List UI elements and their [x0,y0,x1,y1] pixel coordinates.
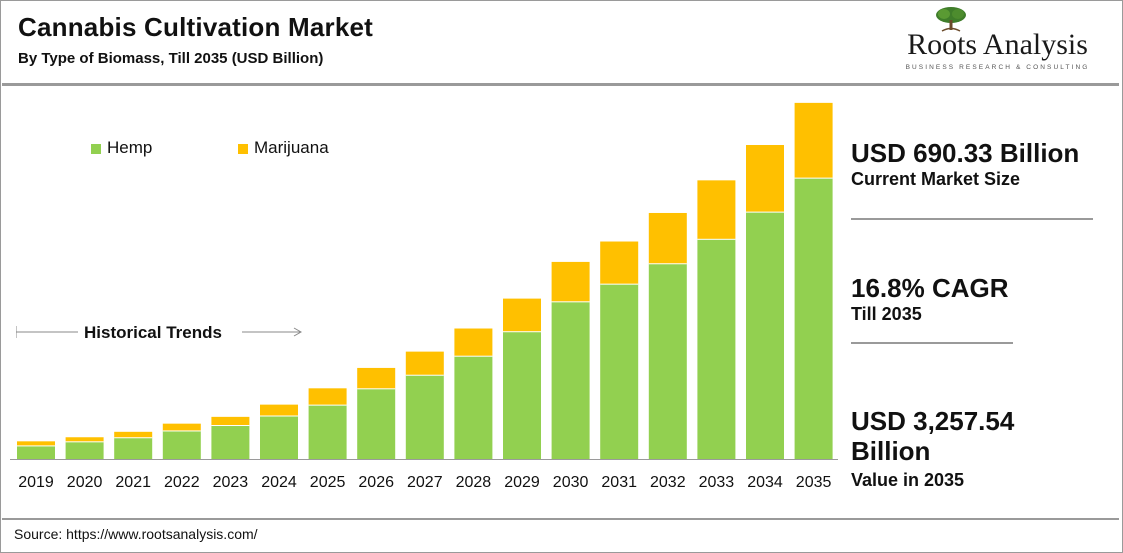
stat-cagr: 16.8% CAGR Till 2035 [851,273,1009,325]
bar-marijuana-2020 [65,437,104,442]
footer-divider [2,518,1119,520]
source-note: Source: https://www.rootsanalysis.com/ [14,526,258,542]
bar-hemp-2026 [357,388,396,459]
x-tick-label: 2022 [164,474,200,491]
bar-hemp-2034 [746,211,784,459]
x-tick-label: 2028 [456,474,492,491]
bar-hemp-2032 [648,263,687,459]
bar-marijuana-2033 [697,180,736,239]
bar-hemp-2033 [697,238,736,459]
legend-label-marijuana: Marijuana [254,138,329,157]
bar-marijuana-2021 [114,431,153,438]
tree-icon [936,7,966,32]
x-tick-label: 2020 [67,474,103,491]
x-tick-label: 2030 [553,474,589,491]
roots-analysis-logo: Roots Analysis BUSINESS RESEARCH & CONSU… [890,4,1105,76]
bar-hemp-2022 [162,430,201,459]
bar-hemp-2029 [503,331,541,459]
x-tick-label: 2031 [601,474,637,491]
bar-hemp-2030 [551,301,590,459]
bar-marijuana-2025 [308,388,347,405]
x-tick-label: 2034 [747,474,783,491]
logo-tagline: BUSINESS RESEARCH & CONSULTING [905,64,1090,71]
historical-trends-label: Historical Trends [84,323,222,342]
bar-marijuana-2031 [600,241,639,284]
stat-label: Current Market Size [851,169,1021,189]
stat-current-market-size: USD 690.33 Billion Current Market Size [851,138,1079,190]
bar-marijuana-2028 [454,328,493,356]
bar-hemp-2028 [454,355,493,459]
page-subtitle: By Type of Biomass, Till 2035 (USD Billi… [18,50,324,67]
x-tick-label: 2026 [358,474,394,491]
stat-value-2035: USD 3,257.54 Billion Value in 2035 [851,406,1051,491]
bar-marijuana-2019 [17,441,55,446]
bar-hemp-2025 [308,404,347,459]
bar-hemp-2019 [17,445,55,459]
bar-hemp-2023 [211,425,250,459]
page-title: Cannabis Cultivation Market [18,12,374,42]
bar-hemp-2020 [65,441,104,459]
historical-trends-arrow [16,326,303,338]
bar-marijuana-2030 [551,261,590,302]
bar-marijuana-2024 [260,404,298,416]
legend-swatch-marijuana [238,144,248,154]
x-tick-label: 2029 [504,474,540,491]
bar-segment-divider [746,210,784,213]
bar-hemp-2027 [405,374,444,459]
x-tick-label: 2033 [699,474,735,491]
x-tick-label: 2024 [261,474,297,491]
bar-marijuana-2032 [648,212,687,264]
stat-label: Value in 2035 [851,470,965,490]
legend-swatch-hemp [91,144,101,154]
stat-divider [851,342,1013,344]
bar-marijuana-2035 [794,102,833,178]
stat-label: Till 2035 [851,304,922,324]
logo-name: Roots Analysis [907,28,1088,61]
x-tick-label: 2027 [407,474,443,491]
bar-hemp-2024 [260,415,298,459]
stacked-bar-chart: 2019 2020 2021 2022 2023 2024 2025 2026 2027 2028… [10,102,838,491]
bar-hemp-2031 [600,283,639,459]
bar-marijuana-2034 [746,145,784,212]
x-tick-label: 2023 [213,474,249,491]
legend-label-hemp: Hemp [107,138,153,157]
bar-marijuana-2029 [503,298,541,332]
bar-marijuana-2026 [357,367,396,389]
bar-marijuana-2023 [211,416,250,426]
x-tick-label: 2032 [650,474,686,491]
stat-value: 16.8% CAGR [851,273,1009,303]
bar-hemp-2035 [794,177,833,459]
x-tick-label: 2019 [18,474,54,491]
stat-value: USD 690.33 Billion [851,138,1080,168]
header-divider [2,83,1119,86]
bar-marijuana-2027 [405,351,444,375]
bar-hemp-2021 [114,437,153,459]
x-tick-label: 2021 [115,474,151,491]
historical-trends-annotation: Historical Trends [16,322,306,346]
x-tick-label: 2035 [796,474,832,491]
x-tick-label: 2025 [310,474,346,491]
bar-marijuana-2022 [162,423,201,431]
stat-divider [851,218,1093,220]
stat-value: USD 3,257.54 Billion [851,406,1015,466]
